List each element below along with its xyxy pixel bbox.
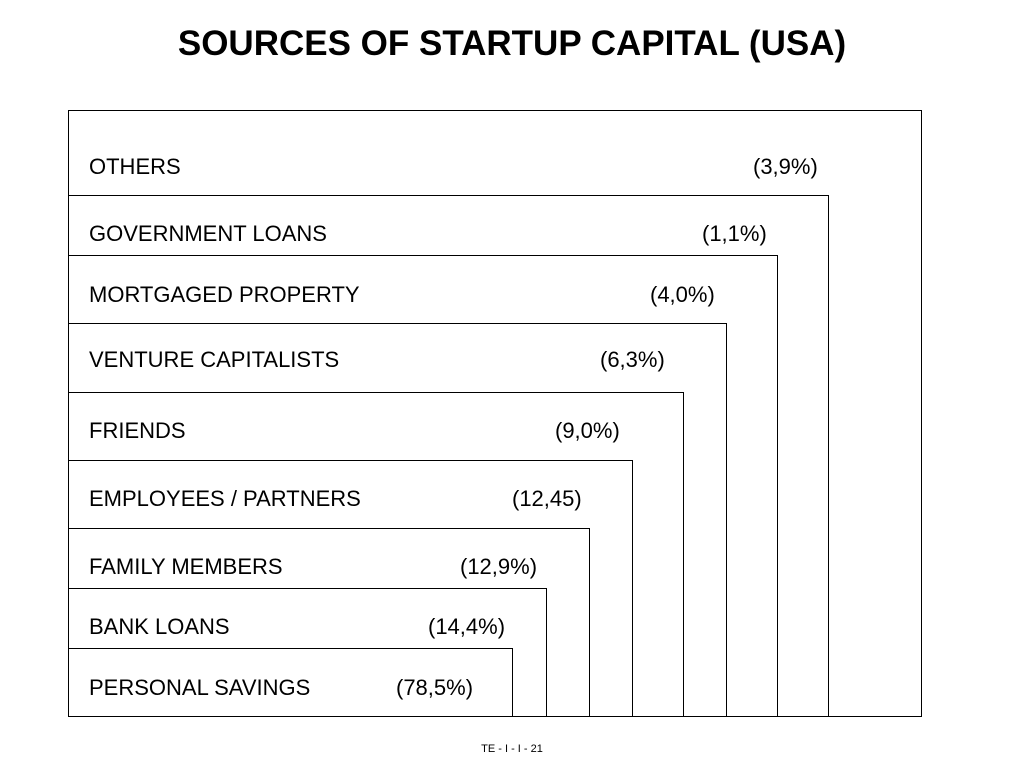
box-label-personal-savings: PERSONAL SAVINGS [89, 675, 311, 700]
box-label-mortgaged-property: MORTGAGED PROPERTY [89, 282, 360, 307]
slide-footer: TE - I - I - 21 [481, 743, 543, 755]
box-label-bank-loans: BANK LOANS [89, 614, 230, 639]
box-value-employees-partners: (12,45) [512, 486, 582, 511]
box-value-mortgaged-property: (4,0%) [650, 282, 715, 307]
box-personal-savings: PERSONAL SAVINGS (78,5%) [68, 648, 513, 717]
box-value-others: (3,9%) [753, 154, 818, 179]
box-value-venture-capitalists: (6,3%) [600, 347, 665, 372]
box-value-personal-savings: (78,5%) [396, 675, 474, 700]
box-label-family-members: FAMILY MEMBERS [89, 554, 283, 579]
box-value-bank-loans: (14,4%) [428, 614, 506, 639]
box-value-friends: (9,0%) [555, 418, 620, 443]
box-label-venture-capitalists: VENTURE CAPITALISTS [89, 347, 340, 372]
box-label-government-loans: GOVERNMENT LOANS [89, 221, 327, 246]
page-title: SOURCES OF STARTUP CAPITAL (USA) [177, 24, 847, 63]
box-label-employees-partners: EMPLOYEES / PARTNERS [89, 486, 361, 511]
box-value-family-members: (12,9%) [460, 554, 538, 579]
box-label-friends: FRIENDS [89, 418, 186, 443]
box-label-others: OTHERS [89, 154, 181, 179]
box-value-government-loans: (1,1%) [702, 221, 767, 246]
